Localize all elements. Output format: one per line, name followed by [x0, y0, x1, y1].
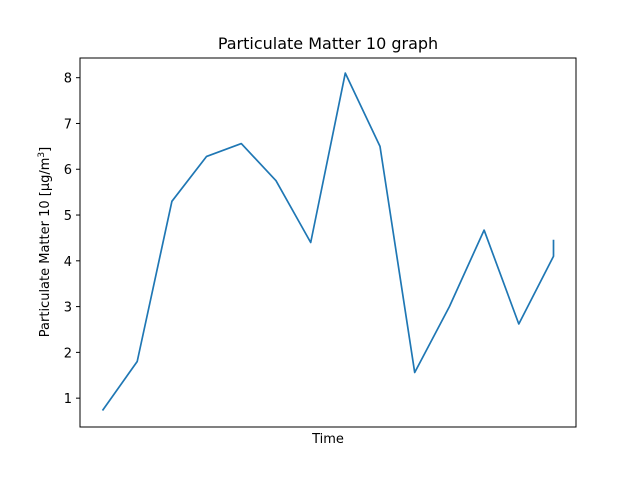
y-tick-label: 1	[64, 392, 72, 407]
y-tick-label: 4	[64, 255, 72, 270]
y-tick-label: 3	[64, 301, 72, 316]
series-line	[101, 72, 555, 411]
y-tick-label: 8	[64, 72, 72, 87]
plot-area	[101, 72, 555, 411]
y-tick-label: 7	[64, 117, 72, 132]
y-tick-label: 6	[64, 163, 72, 178]
y-axis-label: Particulate Matter 10 [µg/m3]	[37, 147, 53, 337]
y-axis-label-main: Particulate Matter 10 [µg/m	[38, 158, 53, 338]
y-axis: 1 2 3 4 5 6 7 8	[64, 72, 80, 407]
y-axis-label-superscript: 3	[37, 152, 47, 158]
y-tick-label: 5	[64, 209, 72, 224]
chart-title: Particulate Matter 10 graph	[218, 34, 438, 53]
y-tick-label: 2	[64, 346, 72, 361]
plot-frame	[79, 57, 577, 428]
y-axis-label-end: ]	[38, 147, 53, 152]
x-axis-label: Time	[311, 432, 344, 447]
